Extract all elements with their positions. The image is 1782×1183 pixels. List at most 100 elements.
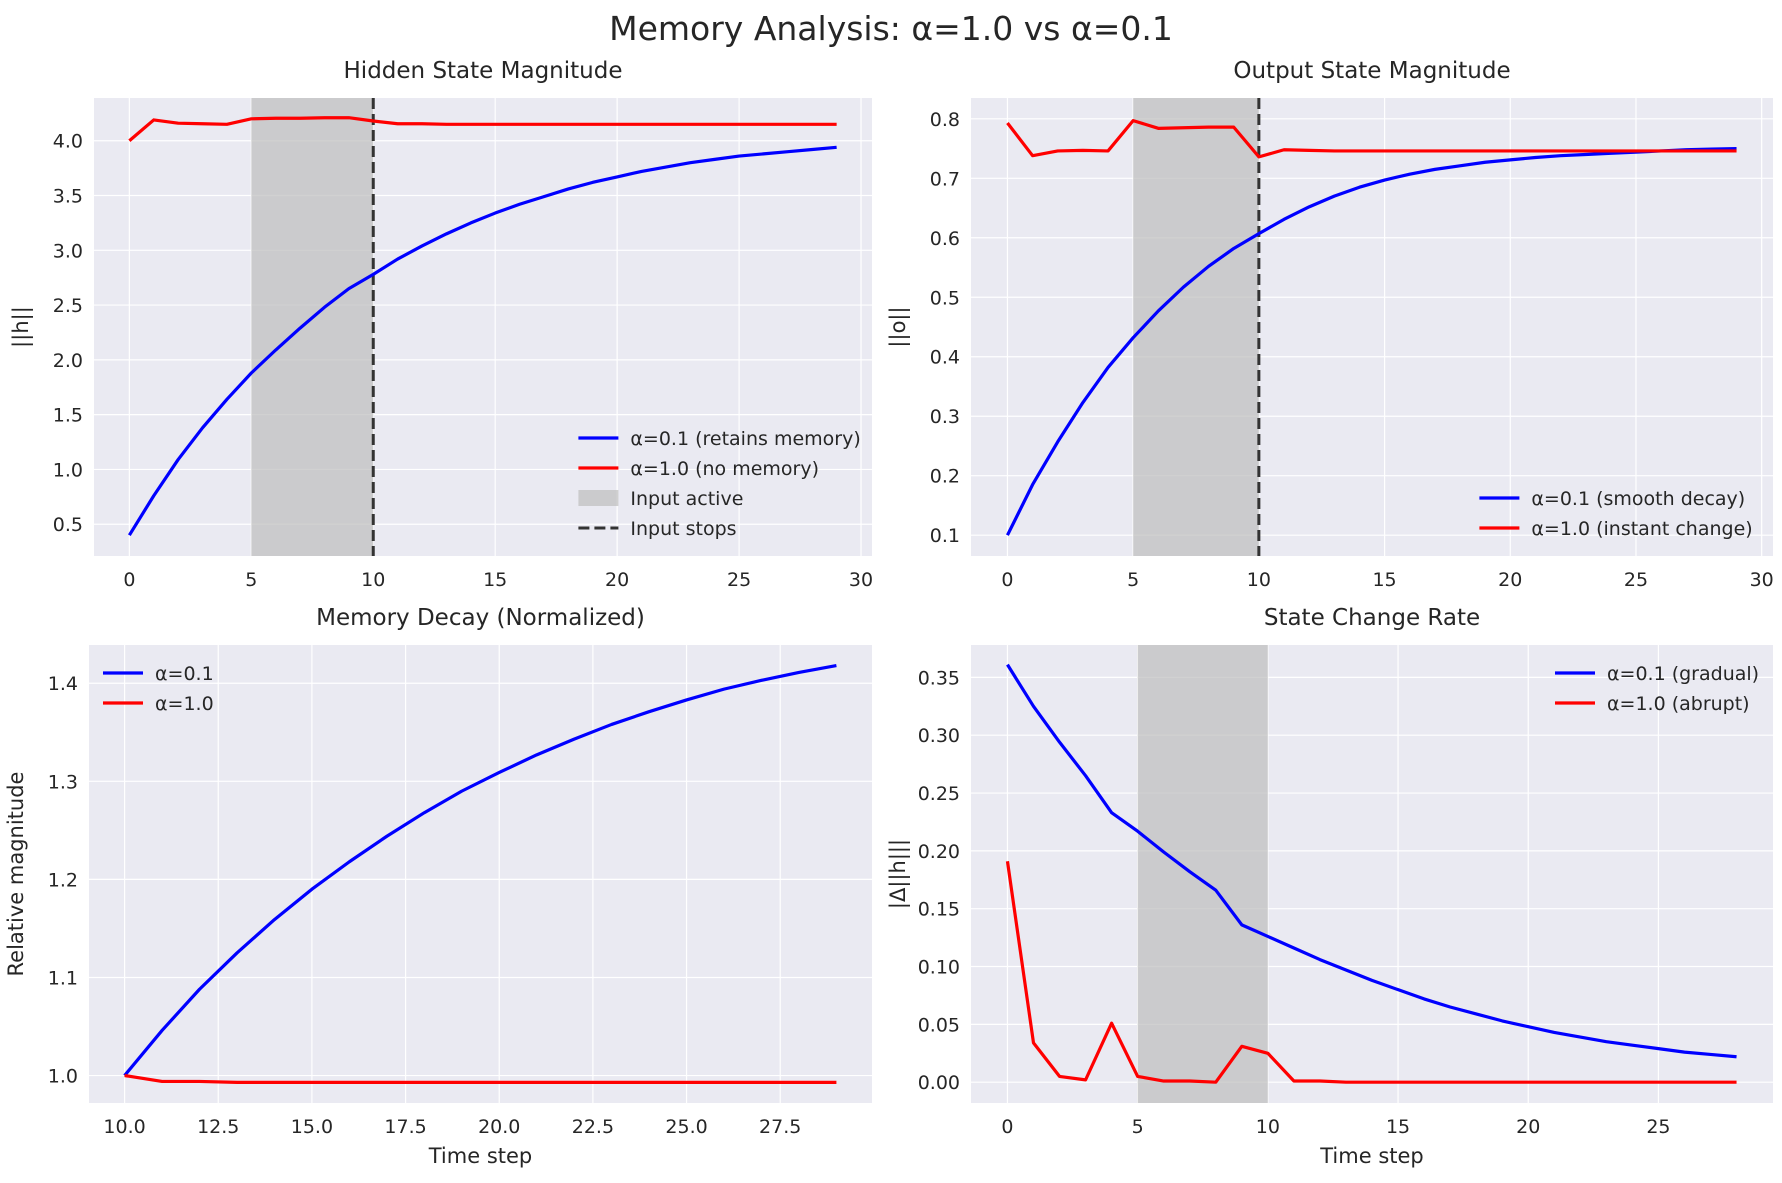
x-tick-label: 25 [727,569,751,591]
series-line-1 [123,664,837,1077]
legend-label: α=1.0 (abrupt) [1607,693,1750,715]
y-tick-label: 1.1 [48,967,78,989]
y-tick-label: 1.4 [48,673,78,695]
y-tick-label: 0.5 [930,287,960,309]
legend-label: α=0.1 [155,663,214,685]
x-tick-label: 22.5 [572,1116,614,1138]
y-tick-label: 0.25 [918,783,960,805]
legend-label: Input active [630,488,743,510]
y-tick-label: 0.5 [53,514,83,536]
legend-label: α=0.1 (smooth decay) [1531,488,1745,510]
x-axis-label: Time step [1319,1144,1424,1168]
x-tick-label: 10 [1256,1116,1280,1138]
plot-area [971,98,1773,556]
input-active-region [1137,645,1268,1103]
input-active-region [1133,98,1259,556]
y-tick-label: 0.1 [930,525,960,547]
legend-label: α=1.0 [155,693,214,715]
y-tick-label: 1.3 [48,771,78,793]
legend-label: α=0.1 (retains memory) [630,428,860,450]
y-tick-label: 0.2 [930,466,960,488]
x-tick-label: 10 [361,569,385,591]
y-tick-label: 0.3 [930,406,960,428]
x-tick-label: 15 [1386,1116,1410,1138]
legend-label: Input stops [630,518,736,540]
series-line-1 [1006,146,1737,536]
panel-title: Hidden State Magnitude [344,58,623,84]
panel-title: Memory Decay (Normalized) [316,605,645,631]
x-tick-label: 10 [1247,569,1271,591]
y-tick-label: 0.4 [930,347,960,369]
x-tick-label: 0 [1001,1116,1013,1138]
series-line-1 [1006,663,1737,1059]
y-tick-label: 0.20 [918,841,960,863]
chart-panel-2: 0 5 10 15 20 25 30 0.1 0.2 0.3 0.4 0.5 0.6 0.7 0.8 Outp… [886,58,1774,591]
x-tick-label: 20.0 [478,1116,520,1138]
x-tick-label: 25 [1624,569,1648,591]
x-tick-label: 15.0 [291,1116,333,1138]
x-tick-label: 15 [483,569,507,591]
series-line-2 [124,1073,837,1085]
legend: α=0.1 (gradual) α=1.0 (abrupt) [1555,663,1759,715]
x-tick-label: 10.0 [103,1116,145,1138]
panel-title: Output State Magnitude [1233,58,1510,84]
series-line-2 [1006,118,1737,159]
y-axis-label: ||h|| [9,306,34,348]
x-tick-label: 27.5 [759,1116,801,1138]
chart-panel-3: 10.0 12.5 15.0 17.5 20.0 22.5 25.0 27.5 1.0 1.1 1.… [4,605,872,1168]
chart-panel-4: 0 5 10 15 20 25 0.00 0.05 0.10 0.15 0.20 0.25 0.30 0.… [886,605,1773,1168]
y-tick-label: 0.15 [918,899,960,921]
series-line-1 [127,145,837,537]
y-tick-label: 0.00 [918,1072,960,1094]
plot-area [89,645,872,1103]
y-tick-label: 0.30 [918,725,960,747]
figure-title: Memory Analysis: α=1.0 vs α=0.1 [609,9,1173,48]
y-tick-label: 0.05 [918,1014,960,1036]
y-tick-label: 3.5 [53,186,83,208]
y-tick-label: 0.8 [930,109,960,131]
x-tick-label: 5 [245,569,257,591]
x-tick-label: 17.5 [384,1116,426,1138]
y-axis-label: Relative magnitude [4,772,28,977]
x-tick-label: 12.5 [197,1116,239,1138]
x-tick-label: 20 [1498,569,1522,591]
y-tick-label: 1.0 [48,1066,78,1088]
chart-panel-1: 0 5 10 15 20 25 30 0.5 1.0 1.5 2.0 2.5 3.0 3.5 4.0 Hidd… [9,58,873,591]
y-tick-label: 1.5 [53,405,83,427]
y-tick-label: 0.7 [930,168,960,190]
x-tick-label: 0 [123,569,135,591]
legend-label: α=1.0 (no memory) [630,458,819,480]
series-line-2 [1005,861,1737,1084]
legend-label: α=0.1 (gradual) [1607,663,1759,685]
x-tick-label: 30 [849,569,873,591]
x-tick-label: 20 [1516,1116,1540,1138]
x-tick-label: 0 [1001,569,1013,591]
y-tick-label: 0.6 [930,228,960,250]
plot-area [971,645,1773,1103]
y-tick-label: 4.0 [53,131,83,153]
plot-area [94,98,872,556]
x-tick-label: 20 [605,569,629,591]
y-tick-label: 3.0 [53,240,83,262]
legend-swatch [578,490,619,506]
x-axis-label: Time step [428,1144,533,1168]
y-tick-label: 2.5 [53,295,83,317]
x-tick-label: 25 [1646,1116,1670,1138]
y-tick-label: 1.2 [48,869,78,891]
panel-title: State Change Rate [1264,605,1480,631]
legend: α=0.1 (smooth decay) α=1.0 (instant chang… [1479,488,1753,540]
x-tick-label: 25.0 [665,1116,707,1138]
y-axis-label: |Δ||h||| [886,839,911,909]
y-tick-label: 0.10 [918,957,960,979]
series-line-2 [128,116,837,142]
legend: α=0.1 (retains memory) α=1.0 (no memory) I… [578,428,861,540]
x-tick-label: 30 [1750,569,1774,591]
x-tick-label: 5 [1132,1116,1144,1138]
y-tick-label: 0.35 [918,667,960,689]
x-tick-label: 5 [1127,569,1139,591]
x-tick-label: 15 [1372,569,1396,591]
y-tick-label: 1.0 [53,459,83,481]
y-tick-label: 2.0 [53,350,83,372]
legend-label: α=1.0 (instant change) [1531,518,1752,540]
